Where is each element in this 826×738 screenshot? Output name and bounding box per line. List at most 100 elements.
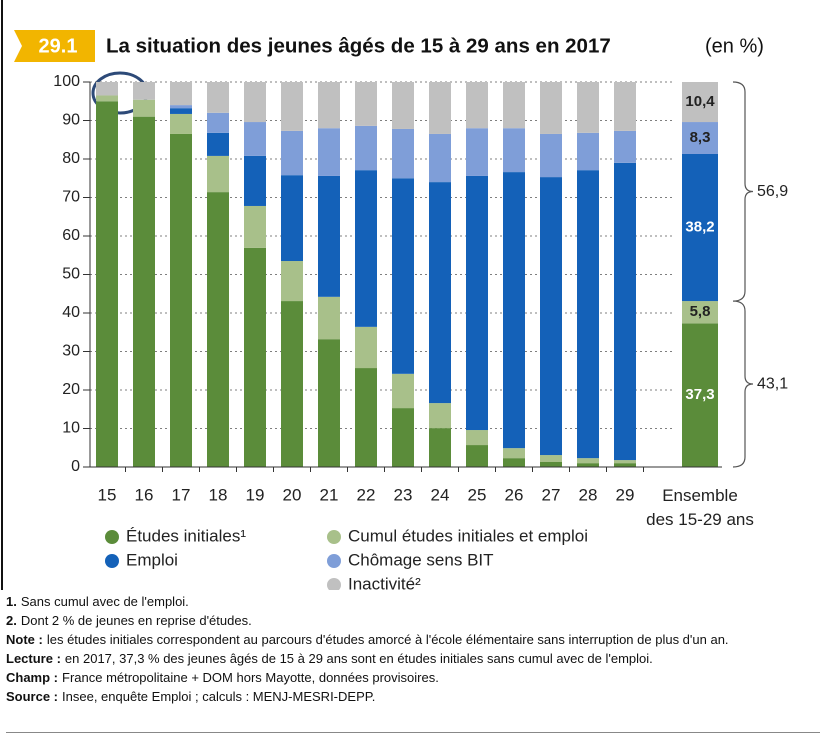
value-label: 8,3 [690, 129, 711, 146]
chart-subtitle: (en %) [705, 35, 764, 57]
bar-segment [281, 82, 303, 131]
bar-segment [392, 82, 414, 129]
bar-segment [244, 247, 266, 467]
bar-segment [429, 403, 451, 429]
note: 2. Dont 2 % de jeunes en reprise d'études… [6, 611, 806, 630]
bar-segment [540, 455, 562, 462]
bar-segment [355, 368, 377, 467]
annotation: 56,9 [757, 183, 788, 200]
x-tick-label: 20 [283, 485, 302, 504]
note: Lecture : en 2017, 37,3 % des jeunes âgés… [6, 649, 806, 668]
x-tick-label: 17 [172, 485, 191, 504]
legend-label: Études initiales¹ [126, 526, 246, 545]
bar-segment [682, 153, 718, 302]
legend-label: Inactivité² [348, 574, 421, 590]
bar-segment [682, 301, 718, 324]
y-tick-label: 0 [71, 458, 80, 475]
legend-label: Emploi [126, 550, 178, 569]
bar-segment [244, 82, 266, 123]
bar-segment [355, 326, 377, 369]
x-tick-label: Ensemble des 15-29 ans [646, 486, 754, 529]
note-text: en 2017, 37,3 % des jeunes âgés de 15 à … [64, 651, 653, 666]
bar-segment [133, 99, 155, 117]
x-tick-label: 24 [431, 485, 450, 504]
value-label: 37,3 [685, 386, 714, 403]
notes: 1. Sans cumul avec de l'emploi. 2. Dont 2 %… [6, 592, 806, 706]
bar-segment [429, 428, 451, 467]
value-label: 5,8 [690, 303, 711, 320]
x-tick-label: 27 [542, 485, 561, 504]
bar-segment [466, 128, 488, 176]
bar-segment [577, 132, 599, 171]
y-tick-label: 70 [62, 189, 80, 206]
bar-segment [503, 458, 525, 467]
bar-segment [318, 339, 340, 467]
x-tick-label: 25 [468, 485, 487, 504]
bar-segment [540, 177, 562, 456]
bar-segment [207, 82, 229, 113]
bar-segment [466, 82, 488, 129]
bar-segment [614, 460, 636, 464]
bar-segment [577, 458, 599, 464]
bar-segment [170, 113, 192, 134]
bar-segment [207, 192, 229, 468]
bar-segment [170, 133, 192, 467]
bar-segment [318, 82, 340, 129]
value-label: 10,4 [685, 93, 715, 110]
note-text: Sans cumul avec de l'emploi. [20, 594, 189, 609]
bar-segment [355, 170, 377, 327]
bar-segment [577, 463, 599, 467]
legend-marker [327, 578, 341, 592]
x-tick-label: 16 [135, 485, 154, 504]
y-tick-label: 50 [62, 266, 80, 283]
bar-segment [503, 172, 525, 449]
note-text: Insee, enquête Emploi ; calculs : MENJ-M… [62, 689, 376, 704]
note: Source : Insee, enquête Emploi ; calculs … [6, 687, 806, 706]
y-tick-label: 10 [62, 420, 80, 437]
legend-label: Chômage sens BIT [348, 550, 494, 569]
note: Note : les études initiales correspondent… [6, 630, 806, 649]
note-label: Note : [6, 632, 43, 647]
legend-marker [105, 554, 119, 568]
bar-segment [466, 175, 488, 431]
note-text: les études initiales correspondent au pa… [46, 632, 729, 647]
note: 1. Sans cumul avec de l'emploi. [6, 592, 806, 611]
bar-segment [503, 128, 525, 173]
brace [732, 81, 754, 302]
bar-segment [392, 178, 414, 374]
y-tick-label: 90 [62, 112, 80, 129]
bar-segment [281, 130, 303, 176]
note-label: 1. [6, 594, 17, 609]
note-label: 2. [6, 613, 17, 628]
bar-segment [540, 461, 562, 467]
bar-segment [466, 430, 488, 446]
bar-segment [244, 205, 266, 248]
legend-label: Cumul études initiales et emploi [348, 526, 588, 545]
bar-segment [682, 82, 718, 123]
y-tick-label: 30 [62, 343, 80, 360]
bar-segment [614, 82, 636, 131]
bar-segment [682, 323, 718, 467]
bar-segment [96, 82, 118, 96]
bar-segment [355, 82, 377, 126]
bar-segment [207, 112, 229, 133]
bar-segment [503, 82, 525, 129]
bar-segment [614, 162, 636, 461]
y-tick-label: 60 [62, 227, 80, 244]
note-text: France métropolitaine + DOM hors Mayotte… [62, 670, 439, 685]
bar-segment [503, 448, 525, 459]
bar-segment [466, 445, 488, 467]
x-tick-label: 22 [357, 485, 376, 504]
legend-marker [327, 554, 341, 568]
bar-segment [207, 132, 229, 156]
badge-bg [14, 30, 95, 62]
bar-segment [614, 130, 636, 163]
bar-segment [133, 116, 155, 468]
bar-segment [318, 175, 340, 297]
bar-segment [577, 82, 599, 133]
bar-segment [355, 125, 377, 171]
bar-segment [540, 82, 562, 134]
bar-segment [392, 373, 414, 409]
value-label: 38,2 [685, 218, 714, 235]
legend-marker [105, 530, 119, 544]
